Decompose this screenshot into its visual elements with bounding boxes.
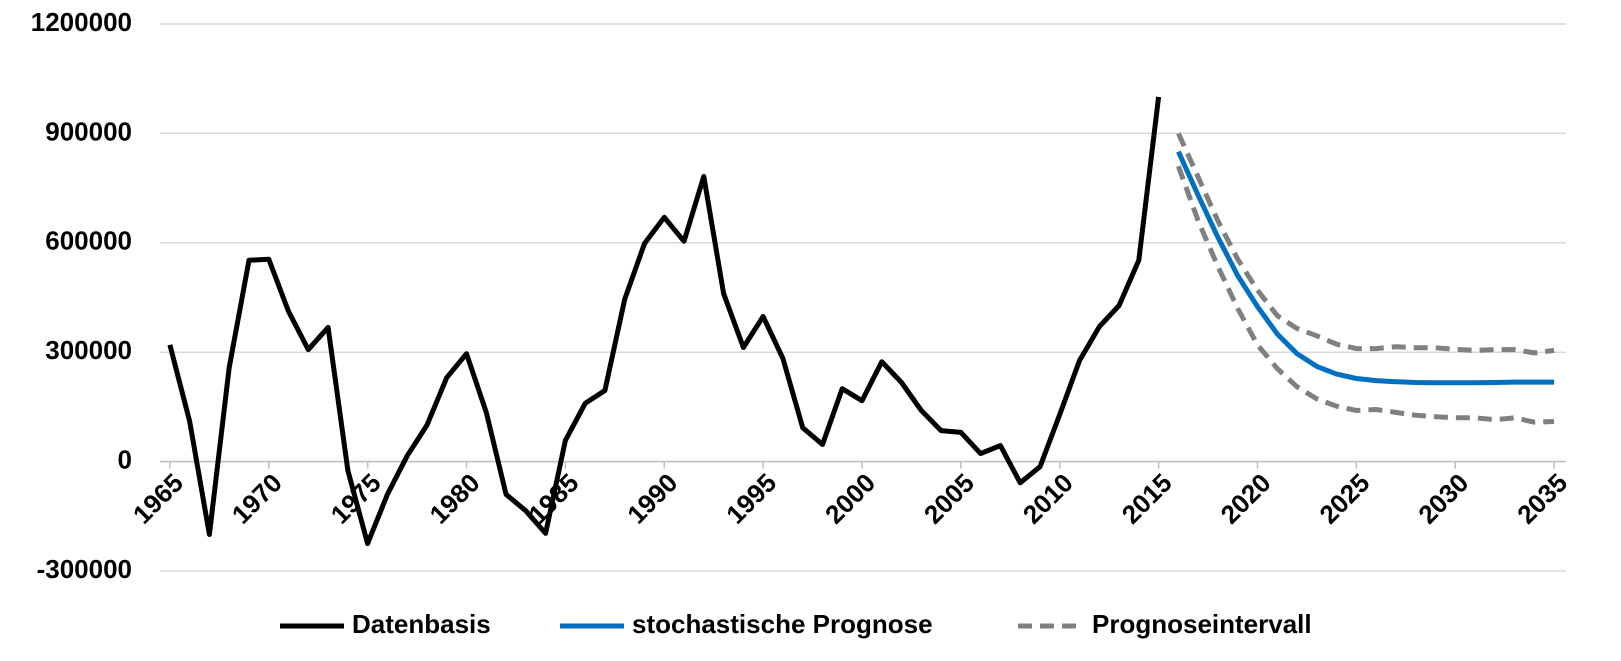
- y-tick-label: 300000: [45, 335, 132, 365]
- x-tick-label: 1990: [621, 467, 683, 529]
- x-tick-label: 1970: [226, 467, 288, 529]
- y-tick-label: 1200000: [31, 7, 132, 37]
- legend-label: Datenbasis: [352, 609, 491, 639]
- x-tick-label: 2000: [819, 467, 881, 529]
- y-tick-label: -300000: [37, 554, 132, 584]
- x-tick-label: 2030: [1412, 467, 1474, 529]
- series-line: [1176, 150, 1555, 386]
- series-line: [1176, 165, 1555, 425]
- legend-label: Prognoseintervall: [1092, 609, 1312, 639]
- x-tick-label: 2015: [1116, 467, 1178, 529]
- x-tick-label: 1965: [127, 467, 189, 529]
- x-tick-label: 1980: [423, 467, 485, 529]
- legend-label: stochastische Prognose: [632, 609, 933, 639]
- x-tick-label: 2025: [1313, 467, 1375, 529]
- x-tick-label: 2005: [918, 467, 980, 529]
- series-line: [1176, 132, 1555, 356]
- x-tick-label: 2035: [1511, 467, 1573, 529]
- series-line: [167, 96, 1162, 547]
- x-tick-label: 2020: [1214, 467, 1276, 529]
- y-tick-label: 900000: [45, 116, 132, 146]
- y-tick-label: 600000: [45, 226, 132, 256]
- x-tick-label: 1995: [720, 467, 782, 529]
- y-tick-label: 0: [118, 444, 132, 474]
